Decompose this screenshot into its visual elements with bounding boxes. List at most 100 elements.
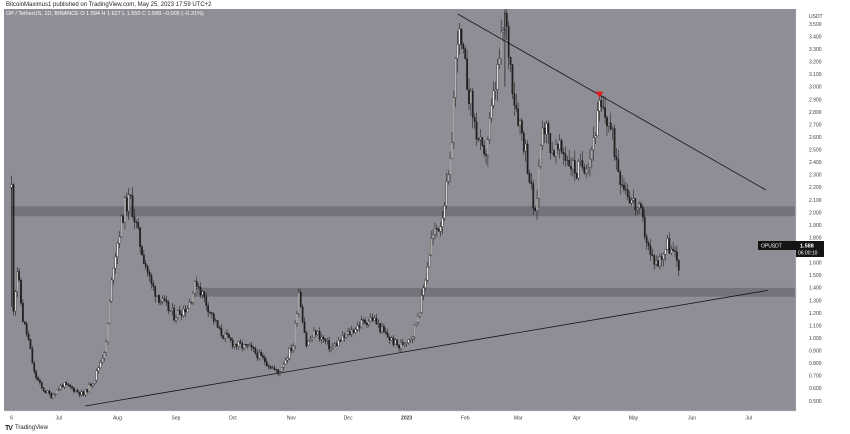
candle <box>101 355 104 365</box>
candle <box>411 335 414 344</box>
candle <box>93 380 96 386</box>
candle <box>589 148 591 177</box>
candle <box>248 343 251 347</box>
candle <box>322 335 325 343</box>
candle <box>428 254 431 268</box>
candle <box>203 291 206 303</box>
candle <box>65 380 68 385</box>
candle <box>46 389 49 394</box>
candle <box>636 207 639 216</box>
price-tick-label: 2.000 <box>809 210 822 216</box>
candle <box>324 337 327 345</box>
candle <box>505 9 508 40</box>
candle <box>437 227 440 232</box>
candle <box>549 133 552 160</box>
candle <box>534 205 536 212</box>
candle <box>271 365 274 369</box>
candle <box>112 267 115 285</box>
candle <box>148 269 151 282</box>
candle <box>591 146 593 169</box>
candle <box>146 264 149 277</box>
candle <box>175 314 177 324</box>
candle <box>524 139 527 162</box>
candle <box>90 382 92 387</box>
candle <box>31 345 34 364</box>
price-label-value: 1.588 <box>800 244 814 250</box>
candle <box>22 298 24 323</box>
candle <box>377 319 380 328</box>
down-triangle-marker <box>595 91 604 98</box>
candle <box>258 349 261 361</box>
candle <box>224 331 226 343</box>
candle <box>536 189 538 221</box>
price-axis[interactable] <box>796 9 842 411</box>
candle <box>320 333 323 344</box>
candle <box>400 339 402 353</box>
candle <box>333 342 336 347</box>
candle <box>205 293 208 311</box>
candle <box>366 322 368 328</box>
candle <box>568 150 571 167</box>
candle <box>498 48 501 69</box>
candle <box>95 368 98 383</box>
zone-band <box>11 206 796 217</box>
candle <box>473 113 476 129</box>
time-tick-label: Dec <box>344 416 353 422</box>
candle <box>345 333 347 339</box>
candle <box>390 335 393 342</box>
candle <box>305 330 308 348</box>
candle <box>594 132 597 145</box>
candle <box>602 95 605 110</box>
candle <box>483 140 485 158</box>
candle <box>373 314 376 322</box>
candle <box>316 330 319 336</box>
candle <box>608 122 610 133</box>
price-tick-label: 2.400 <box>809 160 822 166</box>
time-tick-label: Jul <box>746 416 752 422</box>
candle <box>583 163 586 175</box>
candle <box>572 157 574 177</box>
candle <box>131 186 134 219</box>
candle <box>532 179 535 216</box>
candle <box>575 172 578 180</box>
candlestick-series <box>10 9 680 399</box>
candle <box>63 382 66 390</box>
candle <box>211 312 213 319</box>
candle <box>384 327 387 335</box>
price-chart[interactable]: USDT 0.500 0.600 0.700 0.800 0.900 1.000 1.100… <box>4 9 842 424</box>
candle <box>490 98 493 123</box>
price-tick-label: 2.600 <box>809 135 822 141</box>
candle <box>207 302 209 318</box>
candle <box>292 343 295 354</box>
candle <box>611 126 614 140</box>
candle <box>173 304 175 322</box>
candle <box>158 294 160 306</box>
candle <box>443 201 446 222</box>
footer-brand[interactable]: TV TradingView <box>5 423 48 433</box>
candle <box>543 122 546 144</box>
candle <box>398 344 400 352</box>
candle <box>209 310 211 316</box>
candle <box>653 253 656 270</box>
candle <box>328 336 330 353</box>
candle <box>500 19 502 65</box>
candle <box>82 390 85 396</box>
trendline <box>85 290 768 407</box>
candle <box>218 325 221 330</box>
candle <box>122 213 124 224</box>
candle <box>97 366 100 374</box>
candle <box>415 321 417 328</box>
candle <box>313 326 315 338</box>
candle <box>522 130 525 155</box>
candle <box>515 93 518 112</box>
candle <box>281 367 283 372</box>
candle <box>299 289 302 308</box>
candle <box>39 378 41 385</box>
candle <box>401 339 404 346</box>
candle <box>273 365 276 371</box>
time-axis[interactable] <box>4 411 842 424</box>
candle <box>362 318 364 325</box>
candle <box>349 327 351 336</box>
candle <box>628 190 631 205</box>
candle <box>167 299 170 314</box>
